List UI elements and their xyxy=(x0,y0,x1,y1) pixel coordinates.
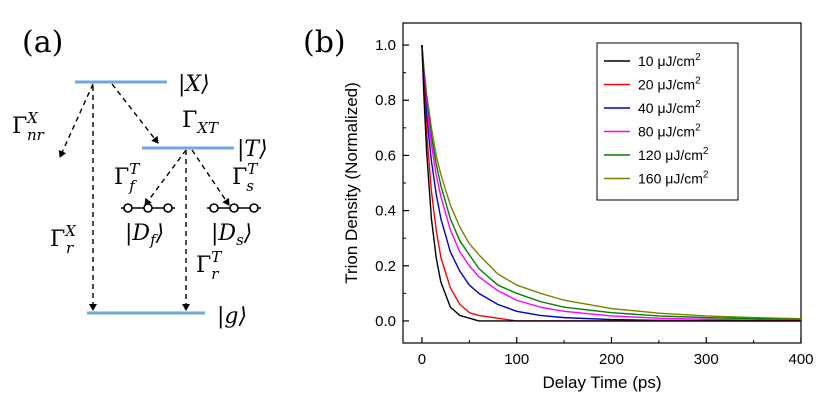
dark-state-f-symbol xyxy=(121,203,175,213)
x-tick-label: 300 xyxy=(694,351,719,368)
y-tick-label: 0.6 xyxy=(375,147,396,164)
rate-f-t-label: ΓT f xyxy=(114,160,140,195)
rate-r-x-label: ΓX r xyxy=(50,222,77,257)
state-t-label: |T⟩ xyxy=(237,137,268,162)
arrow-nonradiative-x xyxy=(58,83,94,158)
panel-b-label: (b) xyxy=(303,25,346,60)
legend-box xyxy=(596,42,739,201)
arrow-x-to-t xyxy=(111,83,159,144)
y-tick-label: 0.4 xyxy=(375,203,396,220)
x-tick-label: 100 xyxy=(504,351,529,368)
series-line xyxy=(421,45,802,321)
y-tick-label: 0.8 xyxy=(375,92,396,109)
y-axis-ticks: 0.0 0.2 0.4 0.6 0.8 1.0 xyxy=(375,37,409,330)
legend-items: 10 μJ/cm2 20 μJ/cm2 40 μJ/cm2 80 μJ/cm2 120 … xyxy=(604,52,709,187)
state-ds-label: |Ds⟩ xyxy=(211,221,252,249)
series-line xyxy=(421,45,802,320)
series-lines xyxy=(421,45,802,322)
rate-nr-x-label: ΓX nr xyxy=(12,109,45,144)
state-x-label: |X⟩ xyxy=(178,72,210,97)
legend-label: 120 μJ/cm2 xyxy=(638,146,709,163)
legend-label: 10 μJ/cm2 xyxy=(638,52,701,69)
dark-state-s-symbol xyxy=(207,203,261,213)
energy-level-diagram: (a) |X⟩ |T⟩ |g⟩ |Df⟩ |Ds⟩ xyxy=(12,25,268,329)
trion-decay-chart: (b) 0 100 200 300 400 0.0 0.2 0.4 0.6 0.8 1.0 Del… xyxy=(303,22,814,392)
rate-s-t-label: ΓT s xyxy=(232,160,258,195)
y-tick-label: 0.0 xyxy=(375,313,396,330)
series-line xyxy=(421,45,802,322)
arrow-t-to-ds xyxy=(191,149,230,206)
x-tick-label: 0 xyxy=(418,351,426,368)
legend-label: 160 μJ/cm2 xyxy=(638,170,709,187)
y-tick-label: 0.2 xyxy=(375,258,396,275)
y-axis-label: Trion Density (Normalized) xyxy=(342,82,361,284)
legend-label: 20 μJ/cm2 xyxy=(638,76,701,93)
state-df-label: |Df⟩ xyxy=(125,221,164,249)
panel-a-label: (a) xyxy=(22,25,63,60)
legend-label: 40 μJ/cm2 xyxy=(638,99,701,116)
x-tick-label: 400 xyxy=(788,351,813,368)
arrow-t-to-df xyxy=(144,149,187,206)
rate-xt-label: ΓXT xyxy=(182,108,219,137)
legend-label: 80 μJ/cm2 xyxy=(638,123,701,140)
series-line xyxy=(421,45,801,322)
x-tick-label: 200 xyxy=(599,351,624,368)
rate-r-t-label: ΓT r xyxy=(196,248,222,283)
state-g-label: |g⟩ xyxy=(217,304,247,329)
x-axis-ticks: 0 100 200 300 400 xyxy=(418,337,814,368)
x-axis-label: Delay Time (ps) xyxy=(542,373,661,392)
y-tick-label: 1.0 xyxy=(375,37,396,54)
legend: 10 μJ/cm2 20 μJ/cm2 40 μJ/cm2 80 μJ/cm2 120 … xyxy=(596,42,739,201)
